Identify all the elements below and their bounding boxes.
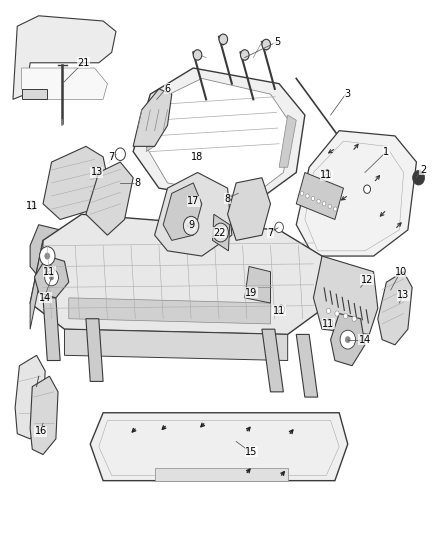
Circle shape xyxy=(240,50,249,60)
Text: 2: 2 xyxy=(420,165,426,175)
Circle shape xyxy=(188,222,194,229)
Polygon shape xyxy=(43,298,60,360)
Polygon shape xyxy=(21,68,107,99)
Circle shape xyxy=(352,316,357,321)
Text: 7: 7 xyxy=(109,152,115,162)
Polygon shape xyxy=(296,173,343,220)
Circle shape xyxy=(335,311,339,316)
Circle shape xyxy=(334,207,337,211)
Text: 7: 7 xyxy=(267,228,274,238)
Polygon shape xyxy=(133,89,172,147)
Text: 11: 11 xyxy=(26,201,39,212)
Polygon shape xyxy=(15,356,45,439)
Text: 5: 5 xyxy=(274,37,280,47)
Text: 13: 13 xyxy=(397,290,410,300)
Text: 10: 10 xyxy=(396,266,407,277)
Text: 1: 1 xyxy=(383,147,389,157)
Polygon shape xyxy=(155,173,232,256)
Polygon shape xyxy=(228,177,271,240)
Text: 21: 21 xyxy=(78,58,90,68)
Circle shape xyxy=(115,148,125,160)
Circle shape xyxy=(326,319,333,327)
Polygon shape xyxy=(86,162,133,235)
Polygon shape xyxy=(296,131,417,256)
Polygon shape xyxy=(378,272,412,345)
Polygon shape xyxy=(30,240,43,329)
Circle shape xyxy=(45,253,50,259)
Polygon shape xyxy=(21,89,47,99)
Polygon shape xyxy=(146,99,167,151)
Text: 9: 9 xyxy=(188,220,194,230)
Text: 8: 8 xyxy=(134,178,141,188)
Polygon shape xyxy=(13,16,116,99)
Text: 14: 14 xyxy=(39,293,51,303)
Circle shape xyxy=(49,275,54,280)
Circle shape xyxy=(275,222,283,232)
Text: 8: 8 xyxy=(225,193,231,204)
Circle shape xyxy=(278,305,285,313)
Polygon shape xyxy=(86,319,103,382)
Polygon shape xyxy=(30,214,331,334)
Polygon shape xyxy=(30,376,58,455)
Circle shape xyxy=(413,171,424,185)
Polygon shape xyxy=(331,313,365,366)
Circle shape xyxy=(47,266,54,274)
Text: 14: 14 xyxy=(359,335,371,345)
Circle shape xyxy=(324,170,331,178)
Circle shape xyxy=(306,194,309,198)
Circle shape xyxy=(364,185,371,193)
Polygon shape xyxy=(30,225,69,282)
Polygon shape xyxy=(146,78,292,199)
Text: 11: 11 xyxy=(322,319,335,329)
Circle shape xyxy=(193,50,202,60)
Polygon shape xyxy=(64,329,288,360)
Circle shape xyxy=(317,199,320,203)
Polygon shape xyxy=(43,147,107,220)
Text: 13: 13 xyxy=(91,167,103,177)
Circle shape xyxy=(311,197,315,201)
Circle shape xyxy=(300,191,304,196)
Circle shape xyxy=(213,223,229,242)
Text: 22: 22 xyxy=(213,228,225,238)
Text: 11: 11 xyxy=(320,170,332,180)
Text: 11: 11 xyxy=(273,306,285,316)
Text: 19: 19 xyxy=(245,288,257,297)
Circle shape xyxy=(343,313,348,319)
Text: 12: 12 xyxy=(361,274,373,285)
Circle shape xyxy=(326,308,331,313)
Text: 17: 17 xyxy=(187,196,199,206)
Circle shape xyxy=(340,330,356,349)
Polygon shape xyxy=(90,413,348,481)
Polygon shape xyxy=(296,334,318,397)
Text: 6: 6 xyxy=(164,84,170,94)
Circle shape xyxy=(345,336,350,343)
Circle shape xyxy=(29,201,36,209)
Polygon shape xyxy=(262,329,283,392)
Text: 15: 15 xyxy=(245,447,258,457)
Text: 3: 3 xyxy=(345,89,351,99)
Circle shape xyxy=(184,216,199,235)
Polygon shape xyxy=(314,256,378,334)
Circle shape xyxy=(328,204,332,208)
Text: 18: 18 xyxy=(191,152,204,162)
Polygon shape xyxy=(69,298,271,324)
Circle shape xyxy=(219,34,228,45)
Text: 11: 11 xyxy=(43,266,56,277)
Circle shape xyxy=(39,247,55,265)
Polygon shape xyxy=(163,183,202,240)
Circle shape xyxy=(322,201,326,206)
Polygon shape xyxy=(279,115,296,167)
Polygon shape xyxy=(155,467,288,481)
Circle shape xyxy=(262,39,271,50)
Polygon shape xyxy=(245,266,271,303)
Circle shape xyxy=(45,269,58,286)
Polygon shape xyxy=(35,256,69,298)
Polygon shape xyxy=(133,68,305,204)
Text: 16: 16 xyxy=(35,426,47,436)
Polygon shape xyxy=(212,214,230,251)
